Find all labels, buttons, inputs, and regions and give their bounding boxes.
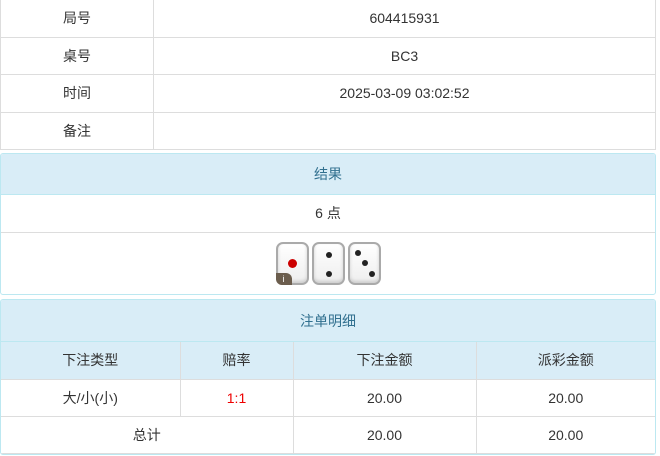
info-value — [153, 111, 656, 150]
bet-details-panel: 注单明细 下注类型 赔率 下注金额 派彩金额 大/小(小) 1:1 20.00 … — [0, 299, 656, 455]
bet-details-table: 下注类型 赔率 下注金额 派彩金额 大/小(小) 1:1 20.00 20.00… — [1, 342, 655, 454]
die-one-icon: i — [275, 242, 309, 285]
info-label: 局号 — [0, 0, 154, 38]
result-panel: 结果 6 点 i — [0, 153, 656, 295]
info-row: 桌号 BC3 — [0, 36, 656, 75]
info-row: 时间 2025-03-09 03:02:52 — [0, 74, 656, 113]
info-value: BC3 — [153, 36, 656, 75]
info-value: 2025-03-09 03:02:52 — [153, 74, 656, 113]
bet-amount: 20.00 — [292, 379, 477, 417]
total-row: 总计 20.00 20.00 — [1, 416, 655, 454]
result-title: 结果 — [1, 154, 655, 195]
info-row: 局号 604415931 — [0, 0, 656, 38]
info-label: 桌号 — [0, 36, 154, 75]
header-odds: 赔率 — [179, 342, 294, 380]
total-label: 总计 — [1, 416, 294, 454]
bet-details-title: 注单明细 — [1, 300, 655, 342]
odds: 1:1 — [179, 379, 294, 417]
info-badge-icon[interactable]: i — [275, 273, 292, 285]
info-row: 备注 — [0, 111, 656, 150]
header-payout: 派彩金额 — [475, 342, 655, 380]
total-payout: 20.00 — [475, 416, 655, 454]
result-points: 6 点 — [1, 195, 655, 233]
table-row: 大/小(小) 1:1 20.00 20.00 — [1, 379, 655, 417]
bet-type: 大/小(小) — [1, 379, 181, 417]
header-bet-amount: 下注金额 — [292, 342, 477, 380]
dice-group: i — [1, 233, 655, 285]
info-value: 604415931 — [153, 0, 656, 38]
die-three-icon — [347, 242, 381, 285]
total-amount: 20.00 — [292, 416, 477, 454]
header-bet-type: 下注类型 — [1, 342, 181, 380]
info-label: 时间 — [0, 74, 154, 113]
info-label: 备注 — [0, 111, 154, 150]
round-info-table: 局号 604415931 桌号 BC3 时间 2025-03-09 03:02:52 … — [0, 0, 656, 150]
payout: 20.00 — [475, 379, 655, 417]
die-two-icon — [311, 242, 345, 285]
